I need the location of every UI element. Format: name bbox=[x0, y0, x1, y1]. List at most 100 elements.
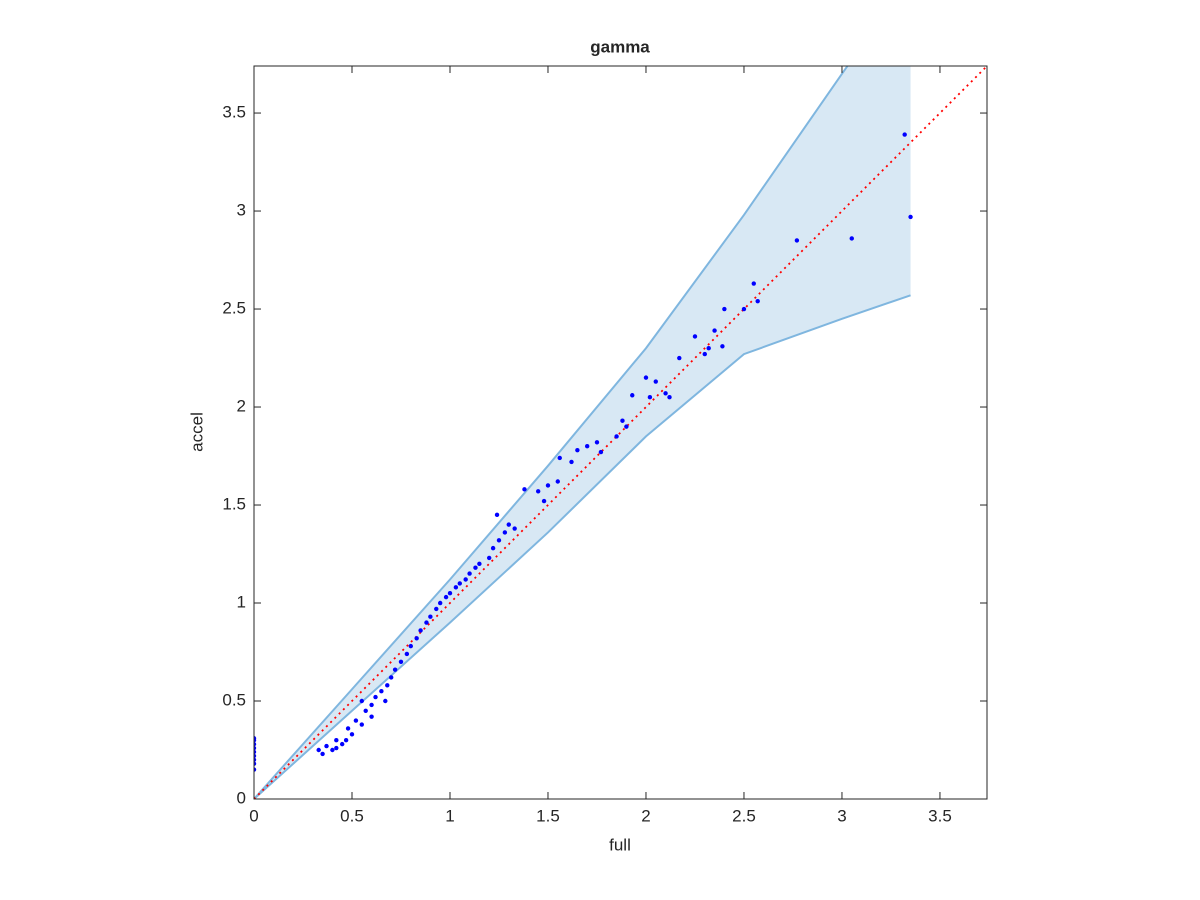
point bbox=[755, 298, 760, 304]
point bbox=[584, 444, 590, 449]
point bbox=[677, 355, 682, 361]
point bbox=[908, 214, 913, 220]
point bbox=[467, 571, 472, 576]
point bbox=[706, 346, 711, 351]
point bbox=[643, 375, 649, 380]
x-tick-label: 1.5 bbox=[536, 806, 560, 825]
point bbox=[254, 761, 257, 766]
point bbox=[408, 643, 413, 649]
point bbox=[254, 767, 257, 772]
point bbox=[575, 447, 580, 453]
point bbox=[902, 132, 907, 137]
point bbox=[598, 449, 604, 455]
y-tick-label: 0 bbox=[237, 788, 246, 807]
point bbox=[404, 651, 410, 657]
x-tick-label: 2.5 bbox=[732, 806, 756, 825]
point bbox=[363, 708, 368, 714]
y-tick-label: 1.5 bbox=[222, 495, 246, 514]
x-tick-label: 0.5 bbox=[340, 806, 364, 825]
point bbox=[334, 745, 339, 751]
point bbox=[849, 236, 854, 241]
y-axis-label: accel bbox=[187, 412, 206, 452]
point bbox=[369, 702, 374, 708]
x-tick-label: 3.5 bbox=[928, 806, 952, 825]
point bbox=[653, 379, 658, 384]
point bbox=[254, 749, 257, 755]
point bbox=[418, 628, 423, 633]
point bbox=[541, 498, 547, 504]
point bbox=[424, 620, 429, 625]
x-tick-label: 3 bbox=[837, 806, 846, 825]
point bbox=[490, 545, 496, 551]
plot-area bbox=[254, 66, 987, 799]
point bbox=[428, 614, 433, 619]
point bbox=[555, 479, 560, 484]
chart-title: gamma bbox=[590, 37, 650, 56]
point bbox=[373, 694, 378, 700]
point bbox=[383, 698, 388, 704]
point bbox=[741, 306, 747, 312]
point bbox=[316, 747, 321, 753]
point bbox=[254, 745, 257, 751]
point bbox=[443, 594, 449, 600]
point bbox=[330, 747, 335, 753]
point bbox=[398, 659, 404, 665]
point bbox=[343, 738, 349, 743]
y-tick-label: 2 bbox=[237, 397, 246, 416]
x-axis-label: full bbox=[609, 835, 631, 854]
point bbox=[522, 487, 527, 492]
y-tick-label: 3 bbox=[237, 201, 246, 220]
point bbox=[379, 689, 384, 694]
point bbox=[339, 741, 345, 747]
point bbox=[557, 455, 562, 461]
point bbox=[254, 753, 257, 759]
point bbox=[712, 328, 717, 333]
point bbox=[594, 440, 600, 445]
point bbox=[545, 483, 551, 488]
point bbox=[254, 757, 257, 763]
point bbox=[463, 577, 468, 582]
band-lower-edge bbox=[254, 294, 911, 799]
point bbox=[624, 424, 629, 429]
point bbox=[385, 683, 390, 688]
x-tick-label: 1 bbox=[445, 806, 454, 825]
point bbox=[702, 351, 707, 357]
y-tick-label: 2.5 bbox=[222, 299, 246, 318]
point bbox=[535, 489, 541, 494]
band-upper-edge bbox=[254, 66, 849, 799]
point bbox=[353, 718, 359, 723]
point bbox=[486, 555, 492, 561]
point bbox=[453, 585, 459, 590]
point bbox=[447, 591, 453, 596]
point bbox=[254, 741, 257, 747]
y-tick-label: 0.5 bbox=[222, 690, 246, 709]
point bbox=[494, 512, 500, 518]
point bbox=[502, 530, 508, 535]
point bbox=[369, 714, 374, 719]
point bbox=[434, 606, 439, 612]
point bbox=[647, 395, 653, 400]
point bbox=[512, 526, 517, 531]
point bbox=[437, 600, 443, 606]
x-tick-label: 2 bbox=[641, 806, 650, 825]
point bbox=[254, 736, 257, 741]
point bbox=[392, 667, 398, 672]
x-tick-label: 0 bbox=[249, 806, 258, 825]
point bbox=[320, 751, 325, 757]
point bbox=[794, 238, 800, 243]
y-tick-label: 1 bbox=[237, 592, 246, 611]
point bbox=[496, 538, 502, 543]
point bbox=[457, 581, 462, 586]
point bbox=[751, 281, 756, 286]
point bbox=[692, 334, 698, 339]
point bbox=[569, 459, 574, 465]
point bbox=[614, 434, 619, 439]
point bbox=[414, 636, 419, 641]
point bbox=[720, 344, 725, 349]
point bbox=[506, 522, 511, 527]
axes-box bbox=[253, 65, 988, 800]
y-tick-label: 3.5 bbox=[222, 103, 246, 122]
point bbox=[630, 393, 635, 398]
